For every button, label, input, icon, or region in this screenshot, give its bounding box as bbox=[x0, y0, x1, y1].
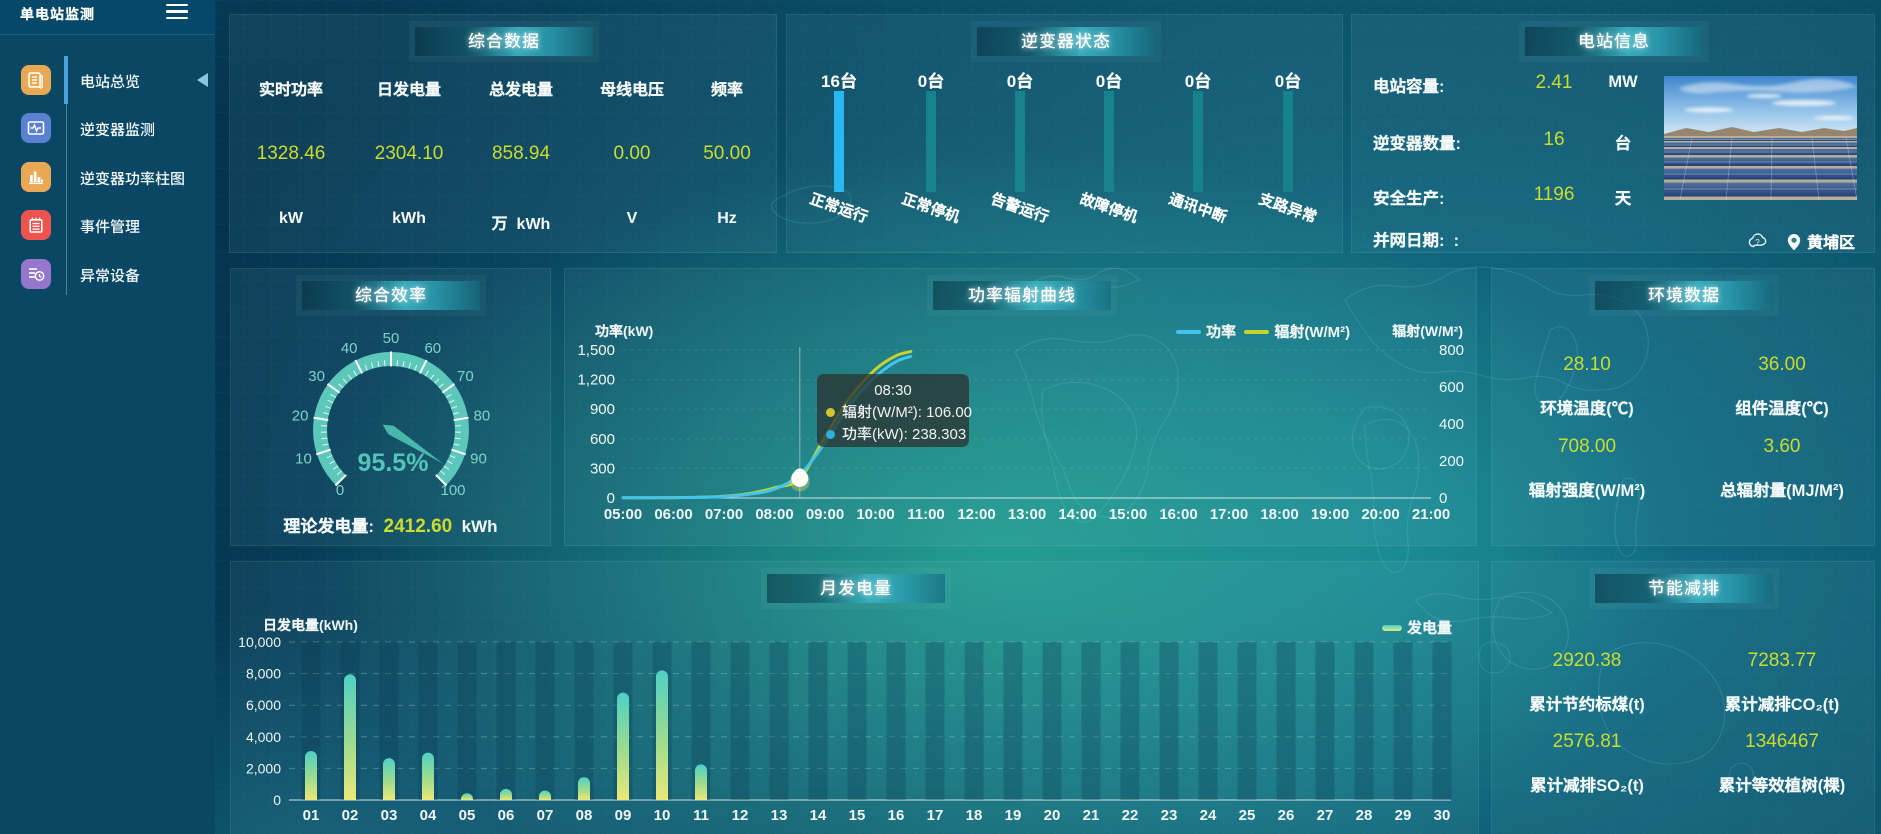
svg-text:27: 27 bbox=[1317, 807, 1334, 824]
svg-text:28: 28 bbox=[1356, 807, 1373, 824]
svg-text:1,500: 1,500 bbox=[577, 342, 615, 359]
svg-text:20: 20 bbox=[292, 408, 309, 425]
svg-text:14: 14 bbox=[810, 807, 827, 824]
svg-text:07: 07 bbox=[537, 807, 554, 824]
svg-text:0: 0 bbox=[607, 490, 615, 507]
svg-text:19: 19 bbox=[1005, 807, 1022, 824]
svg-text:4,000: 4,000 bbox=[246, 729, 281, 745]
svg-text:29: 29 bbox=[1395, 807, 1412, 824]
svg-text:01: 01 bbox=[303, 807, 320, 824]
svg-text:800: 800 bbox=[1439, 342, 1464, 359]
svg-text:300: 300 bbox=[590, 460, 615, 477]
svg-text:100: 100 bbox=[440, 482, 465, 499]
svg-text:17: 17 bbox=[927, 807, 944, 824]
svg-text:0: 0 bbox=[336, 482, 344, 499]
svg-text:200: 200 bbox=[1439, 453, 1464, 470]
svg-text:20:00: 20:00 bbox=[1361, 506, 1399, 523]
svg-text:04: 04 bbox=[420, 807, 437, 824]
svg-text:03: 03 bbox=[381, 807, 398, 824]
svg-text:11:00: 11:00 bbox=[907, 506, 945, 523]
svg-text:18:00: 18:00 bbox=[1260, 506, 1298, 523]
svg-text:09: 09 bbox=[615, 807, 632, 824]
svg-text:21: 21 bbox=[1083, 807, 1100, 824]
svg-text:0: 0 bbox=[273, 792, 281, 808]
svg-text:02: 02 bbox=[342, 807, 359, 824]
svg-text:12: 12 bbox=[732, 807, 749, 824]
svg-text:10,000: 10,000 bbox=[238, 634, 281, 650]
svg-text:21:00: 21:00 bbox=[1412, 506, 1450, 523]
svg-text:12:00: 12:00 bbox=[957, 506, 995, 523]
svg-text:19:00: 19:00 bbox=[1311, 506, 1349, 523]
svg-text:23: 23 bbox=[1161, 807, 1178, 824]
svg-text:600: 600 bbox=[590, 431, 615, 448]
svg-text:0: 0 bbox=[1439, 490, 1447, 507]
svg-text:黄埔区: 黄埔区 bbox=[1807, 234, 1855, 252]
svg-text:13:00: 13:00 bbox=[1008, 506, 1046, 523]
svg-text:600: 600 bbox=[1439, 379, 1464, 396]
svg-text:26: 26 bbox=[1278, 807, 1295, 824]
svg-text:16:00: 16:00 bbox=[1159, 506, 1197, 523]
svg-text:400: 400 bbox=[1439, 416, 1464, 433]
svg-text:20: 20 bbox=[1044, 807, 1061, 824]
svg-text:6,000: 6,000 bbox=[246, 697, 281, 713]
svg-text:05:00: 05:00 bbox=[604, 506, 642, 523]
svg-text:80: 80 bbox=[474, 408, 491, 425]
svg-text:10:00: 10:00 bbox=[856, 506, 894, 523]
svg-text:90: 90 bbox=[470, 450, 487, 467]
svg-text:18: 18 bbox=[966, 807, 983, 824]
svg-text:05: 05 bbox=[459, 807, 476, 824]
svg-text:10: 10 bbox=[654, 807, 671, 824]
svg-text:11: 11 bbox=[693, 807, 709, 824]
svg-text:22: 22 bbox=[1122, 807, 1139, 824]
svg-text:14:00: 14:00 bbox=[1058, 506, 1096, 523]
svg-text:24: 24 bbox=[1200, 807, 1217, 824]
svg-text:1,200: 1,200 bbox=[577, 372, 615, 389]
svg-text:17:00: 17:00 bbox=[1210, 506, 1248, 523]
svg-text:60: 60 bbox=[424, 340, 441, 357]
svg-text:08:00: 08:00 bbox=[755, 506, 793, 523]
svg-text:30: 30 bbox=[1434, 807, 1451, 824]
svg-text:16: 16 bbox=[888, 807, 905, 824]
svg-text:70: 70 bbox=[457, 368, 474, 385]
svg-text:25: 25 bbox=[1239, 807, 1256, 824]
svg-text:900: 900 bbox=[590, 401, 615, 418]
svg-text:15:00: 15:00 bbox=[1109, 506, 1147, 523]
svg-text:?: ? bbox=[1755, 238, 1760, 247]
svg-text:8,000: 8,000 bbox=[246, 666, 281, 682]
svg-text:95.5%: 95.5% bbox=[358, 449, 429, 477]
svg-text:08: 08 bbox=[576, 807, 593, 824]
svg-text:07:00: 07:00 bbox=[705, 506, 743, 523]
svg-text:50: 50 bbox=[383, 330, 400, 347]
svg-text:06: 06 bbox=[498, 807, 515, 824]
svg-text:10: 10 bbox=[295, 450, 312, 467]
svg-text:06:00: 06:00 bbox=[654, 506, 692, 523]
svg-text:40: 40 bbox=[341, 340, 358, 357]
svg-text:30: 30 bbox=[308, 368, 325, 385]
svg-text:13: 13 bbox=[771, 807, 788, 824]
svg-text:09:00: 09:00 bbox=[806, 506, 844, 523]
svg-text:15: 15 bbox=[849, 807, 866, 824]
svg-text:2,000: 2,000 bbox=[246, 760, 281, 776]
